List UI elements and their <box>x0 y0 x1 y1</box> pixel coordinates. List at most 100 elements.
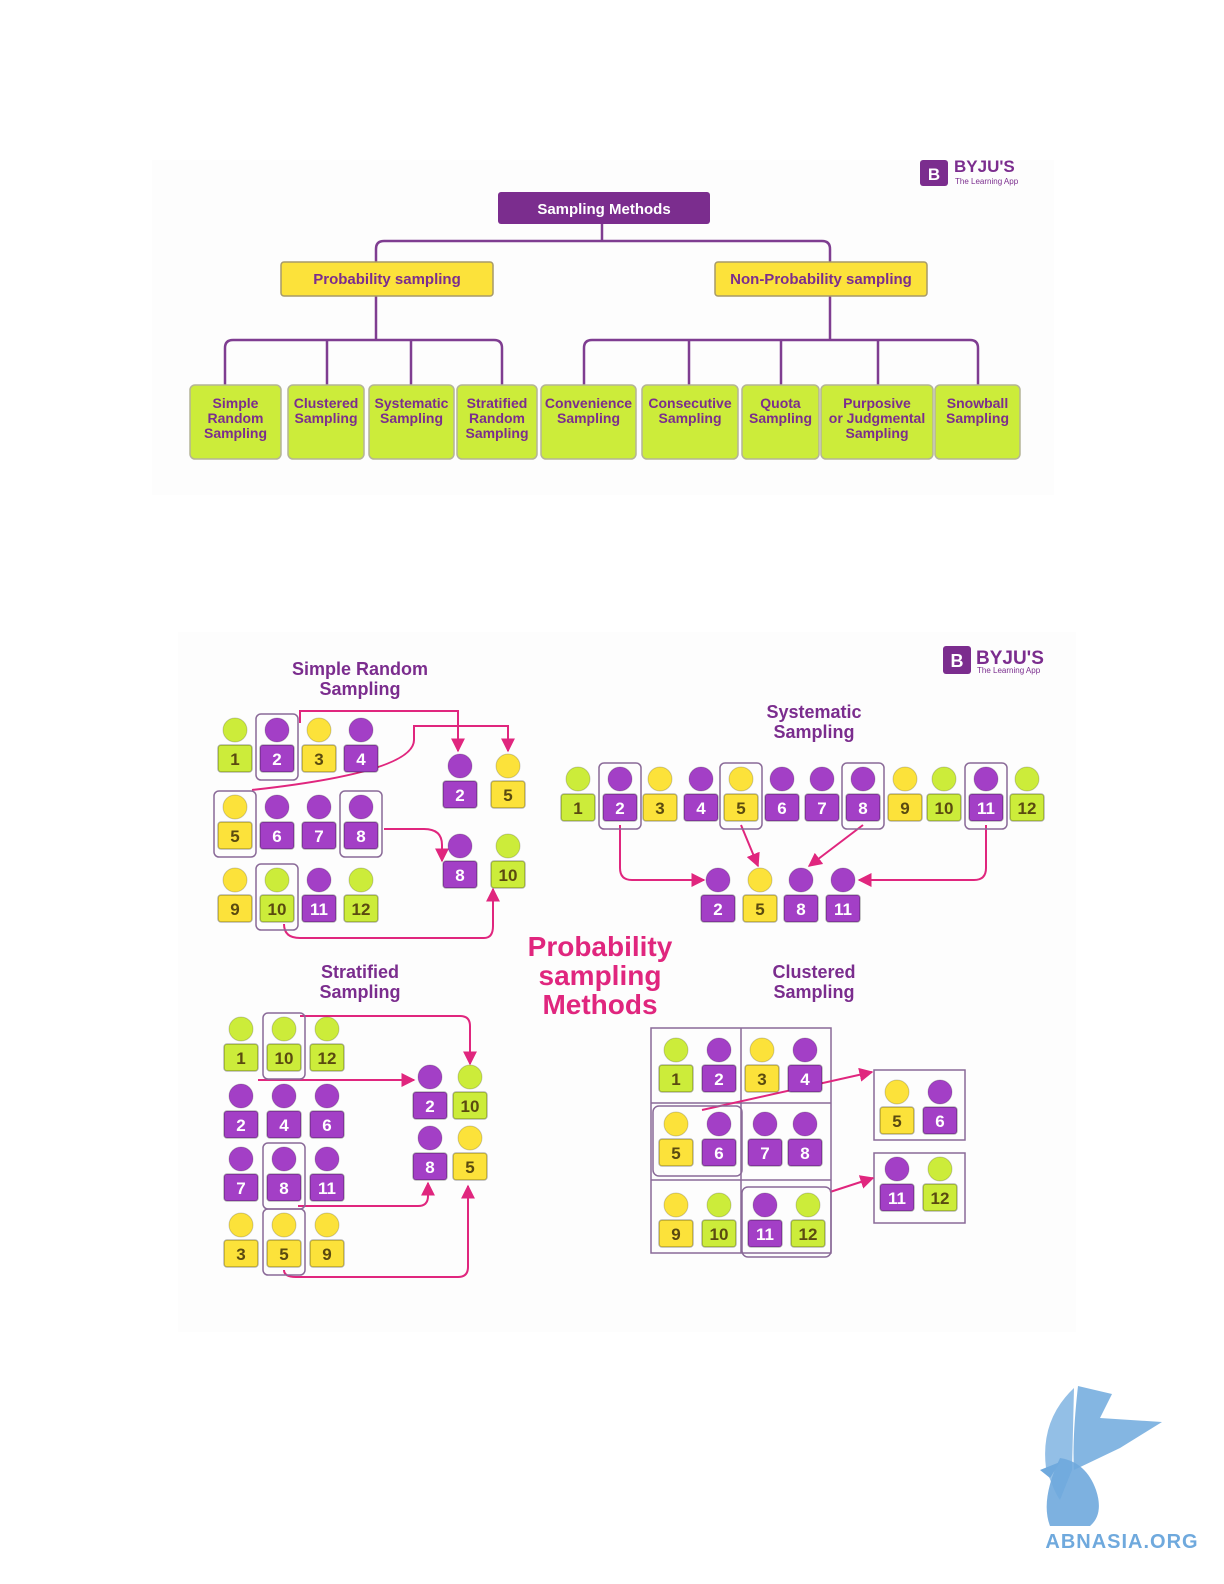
person-head <box>306 717 332 743</box>
arrow-select-11 <box>857 825 987 887</box>
person-badge <box>787 1138 823 1167</box>
stratified-title-line2: Sampling <box>319 982 400 1002</box>
leaf-box <box>641 384 739 460</box>
connector-nonprob-mid <box>687 340 880 385</box>
person-number: 2 <box>713 900 722 919</box>
arrow-select-cluster-5-6 <box>701 1067 874 1111</box>
person-badge <box>259 821 295 850</box>
leaf-label: or Judgmental <box>829 410 925 426</box>
brand-name: BYJU'S <box>976 648 1044 669</box>
stratified-title-line1: Stratified <box>321 962 399 982</box>
person-12: 12 <box>922 1156 958 1212</box>
person-head <box>417 1125 443 1151</box>
person-2: 2 <box>412 1064 448 1120</box>
brand-mark-icon <box>920 160 948 186</box>
person-head <box>752 1111 778 1137</box>
leaf-box <box>820 384 934 460</box>
person-head <box>706 1192 732 1218</box>
person-badge <box>683 793 719 822</box>
person-10: 10 <box>926 766 962 822</box>
sampling-methods-tree: B BYJU'S The Learning App Sampling Metho… <box>152 157 1054 495</box>
connector-prob-children <box>223 338 504 385</box>
person-number: 8 <box>279 1179 288 1198</box>
person-number: 1 <box>236 1049 245 1068</box>
person-number: 5 <box>736 799 745 818</box>
cluster-grid-dividers <box>651 1028 831 1253</box>
person-number: 6 <box>777 799 786 818</box>
person-head <box>271 1083 297 1109</box>
person-9: 9 <box>309 1212 345 1268</box>
person-3: 3 <box>301 717 337 773</box>
root-label: Sampling Methods <box>537 201 670 218</box>
person-head <box>495 753 521 779</box>
brand-logo-top: B BYJU'S The Learning App <box>920 157 1019 186</box>
person-badge <box>301 894 337 923</box>
simple-random-title-line2: Sampling <box>319 679 400 699</box>
person-number: 2 <box>272 750 281 769</box>
person-head <box>792 1037 818 1063</box>
person-number: 7 <box>236 1179 245 1198</box>
person-7: 7 <box>747 1111 783 1167</box>
person-badge <box>790 1219 826 1248</box>
person-head <box>314 1083 340 1109</box>
selection-highlight <box>213 790 257 858</box>
center-title-line3: Methods <box>542 989 657 1020</box>
clustered-title-line2: Sampling <box>773 982 854 1002</box>
person-head <box>663 1111 689 1137</box>
person-5: 5 <box>213 790 257 858</box>
leaf-label: Sampling <box>380 410 443 426</box>
leaf-box <box>934 384 1021 460</box>
person-badge <box>926 793 962 822</box>
person-head <box>850 766 876 792</box>
person-badge <box>412 1091 448 1120</box>
brand-name: BYJU'S <box>954 157 1015 176</box>
leaf-label: Sampling <box>749 410 812 426</box>
person-head <box>728 766 754 792</box>
person-1: 1 <box>217 717 253 773</box>
person-badge <box>266 1173 302 1202</box>
person-head <box>417 1064 443 1090</box>
person-3: 3 <box>223 1212 259 1268</box>
person-badge <box>266 1043 302 1072</box>
root-box <box>498 192 710 224</box>
person-9: 9 <box>658 1192 694 1248</box>
person-2: 2 <box>442 753 478 809</box>
person-number: 4 <box>279 1116 289 1135</box>
person-head <box>306 794 332 820</box>
person-head <box>314 1146 340 1172</box>
person-badge <box>343 744 379 773</box>
person-badge <box>442 780 478 809</box>
person-number: 9 <box>900 799 909 818</box>
person-8: 8 <box>442 833 478 889</box>
selection-arrows <box>251 710 987 1278</box>
person-head <box>447 753 473 779</box>
person-9: 9 <box>217 867 253 923</box>
leaf-label: Random <box>208 410 264 426</box>
watermark-text: ABNASIA.ORG <box>1045 1531 1198 1553</box>
person-number: 8 <box>425 1158 434 1177</box>
person-badge <box>217 744 253 773</box>
person-badge <box>490 860 526 889</box>
person-head <box>927 1156 953 1182</box>
person-number: 5 <box>465 1158 474 1177</box>
tree-leaves: SimpleRandomSamplingClusteredSamplingSys… <box>189 384 1021 460</box>
person-badge <box>701 1138 737 1167</box>
person-number: 10 <box>710 1225 729 1244</box>
person-badge <box>442 860 478 889</box>
arrow-select-cluster-11-12 <box>829 1175 875 1193</box>
person-number: 4 <box>800 1070 810 1089</box>
person-2: 2 <box>255 713 299 781</box>
person-12: 12 <box>790 1192 826 1248</box>
arrow-select-8 <box>807 824 864 867</box>
person-4: 4 <box>343 717 379 773</box>
person-7: 7 <box>804 766 840 822</box>
person-number: 1 <box>671 1070 680 1089</box>
person-head <box>747 867 773 893</box>
person-11: 11 <box>747 1192 783 1248</box>
person-number: 10 <box>935 799 954 818</box>
person-12: 12 <box>343 867 379 923</box>
leaf-box <box>368 384 455 460</box>
